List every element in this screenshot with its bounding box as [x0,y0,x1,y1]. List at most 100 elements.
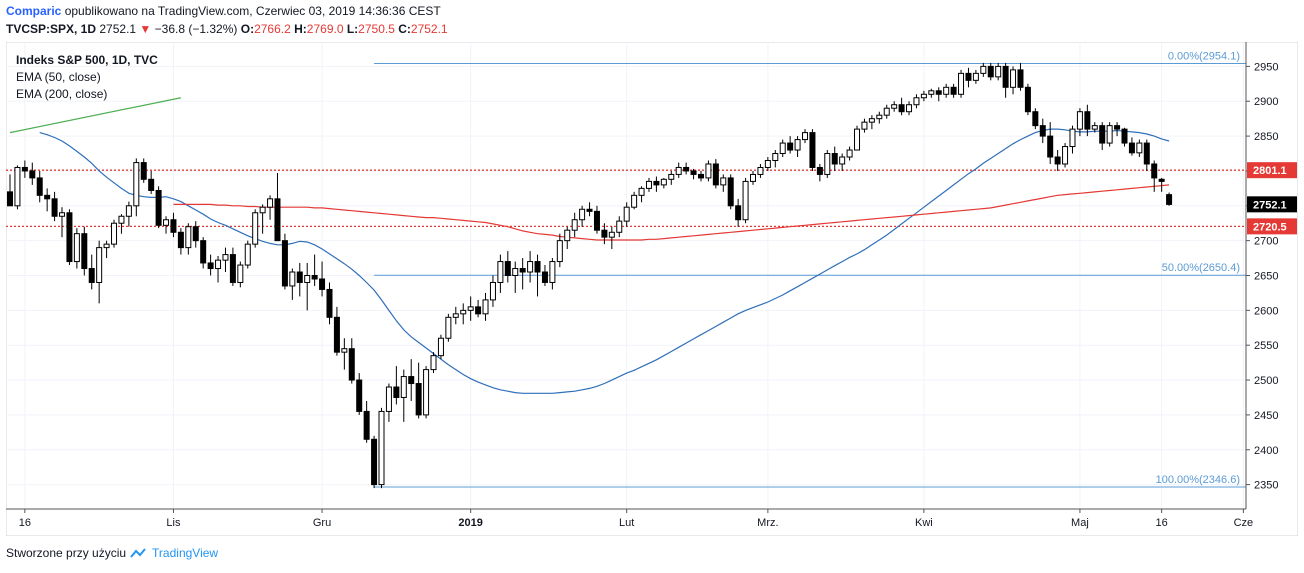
candle-body [1143,142,1150,165]
candle [631,191,638,210]
candle-body [103,243,110,249]
candle-body [163,219,170,226]
candle-body [750,173,756,182]
candle-body [645,180,652,189]
candle [727,174,734,210]
candle [824,150,831,178]
candle [697,170,704,182]
candle-body [534,261,541,273]
candle [155,186,162,229]
candle-body [571,219,578,231]
candle [96,240,103,304]
candle-body [995,65,1002,78]
published-text: opublikowano na TradingView.com, Czerwie… [64,4,441,18]
candle [735,198,742,227]
candle-body [1062,146,1069,165]
candle [668,170,675,185]
publisher-name[interactable]: Comparic [6,4,62,18]
candle-body [683,166,690,172]
candle [1158,177,1165,192]
candle [816,163,823,182]
candle [534,254,541,297]
candle-body [1091,125,1098,130]
candle-body [1017,69,1024,88]
candle [549,258,556,290]
candle-body [527,261,534,273]
y-tick-label: 2900 [1254,96,1278,108]
candle-body [21,166,28,172]
candle [1114,122,1121,137]
candle-body [757,166,764,175]
candle-body [1024,86,1031,113]
candle [1069,125,1076,154]
candle [111,219,118,248]
candle-body [408,376,415,385]
candle [868,115,875,130]
last-price-tag-bg [1247,196,1297,213]
x-tick-label: 16 [19,517,31,529]
candle [192,221,199,248]
candle [73,228,80,269]
candle-body [311,275,318,280]
chart-area[interactable]: 0.00%(2954.1) 50.00%(2650.4) 100.00%(2346.… [5,41,1299,537]
candle-body [96,247,103,283]
candle [215,255,222,283]
candle-body [816,166,823,175]
publish-info: Comparic opublikowano na TradingView.com… [6,4,441,18]
legend-title: Indeks S&P 500, 1D, TVC [16,53,158,67]
candle-body [660,178,667,186]
price-tags: 2801.1 2720.5 2752.1 [1247,162,1297,235]
candle [1106,122,1113,147]
candle [690,168,697,180]
candle [341,338,348,370]
candle [333,306,340,356]
candle-body [958,72,965,95]
candle [475,299,482,318]
footer-brand[interactable]: TradingView [152,546,219,560]
candle [400,369,407,422]
candle [371,435,378,489]
candle-body [928,90,935,95]
candle [928,88,935,98]
candle [950,83,957,98]
tradingview-logo-icon [130,548,146,558]
candle [14,165,21,210]
candle [579,205,586,227]
candle [764,157,771,171]
y-tick-label: 2550 [1254,340,1278,352]
candle-body [281,240,288,287]
candle [995,62,1002,81]
candle-body [215,259,222,270]
candle-body [445,316,452,339]
x-tick-label: Maj [1071,517,1089,529]
candle [846,146,853,161]
candle-body [289,271,296,287]
candle [170,212,177,238]
candle-body [489,281,496,301]
candle-body [267,198,274,208]
candle-body [44,194,51,200]
candle [802,129,809,144]
candle-body [1069,128,1076,148]
candle-body [876,114,883,120]
candle-body [111,222,118,245]
last-price-tag-label: 2752.1 [1253,199,1287,211]
candle-body [423,369,430,416]
candle-body [333,316,340,353]
candle-body [742,180,749,221]
candle-body [482,299,489,315]
candle-body [541,271,548,283]
price-chart[interactable]: 0.00%(2954.1) 50.00%(2650.4) 100.00%(2346.… [5,41,1299,537]
candle-body [497,261,504,283]
candle [512,261,519,293]
candle [898,97,905,116]
candle-body [735,205,742,221]
candle-body [170,219,177,233]
candle [653,176,660,192]
candle-body [59,212,66,217]
candle-body [556,240,563,263]
candle-body [764,159,771,168]
candle [809,129,816,171]
price-change: −36.8 (−1.32%) [154,22,238,36]
symbol-label: TVCSP:SPX, 1D [6,22,97,36]
